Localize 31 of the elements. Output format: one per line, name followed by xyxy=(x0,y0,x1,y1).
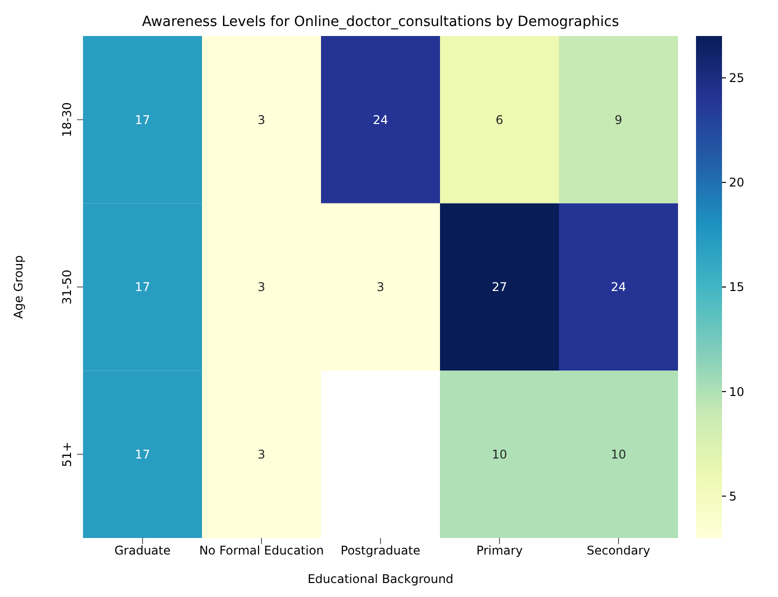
data-label: 24 xyxy=(372,112,388,127)
x-tick-label: Graduate xyxy=(114,544,171,558)
colorbar: 5 10 15 20 25 xyxy=(696,8,770,593)
data-label: 3 xyxy=(258,280,266,294)
data-label: 24 xyxy=(610,280,626,294)
chart-title: Awareness Levels for Online_doctor_consultations by Demographics xyxy=(140,14,620,30)
x-tick-label: Primary xyxy=(476,544,523,558)
data-label: 3 xyxy=(258,112,266,127)
data-label: 27 xyxy=(492,280,508,294)
x-tick-label: Postgraduate xyxy=(340,544,420,558)
x-tick-label: No Formal Education xyxy=(199,544,324,558)
data-label: 3 xyxy=(258,448,266,462)
data-label: 10 xyxy=(610,448,626,462)
color-bar-label: 20 xyxy=(729,176,744,190)
color-bar-label: 10 xyxy=(729,384,744,399)
y-axis-title: Age Group xyxy=(11,255,26,319)
y-tick-label: 18-30 xyxy=(60,102,74,138)
color-bar-label: 5 xyxy=(729,489,737,504)
data-label: 3 xyxy=(376,280,384,294)
x-tick-label: Secondary xyxy=(586,544,650,558)
data-label: 17 xyxy=(134,448,150,462)
data-label: 6 xyxy=(496,112,504,127)
y-tick-label: 31-50 xyxy=(60,270,74,304)
y-tick-label: 51+ xyxy=(60,442,74,467)
data-label: 17 xyxy=(134,280,150,294)
data-label: 17 xyxy=(134,112,150,127)
data-label: 9 xyxy=(614,112,622,127)
data-label: 10 xyxy=(492,448,508,462)
color-bar-label: 25 xyxy=(729,71,744,86)
color-bar-label: 15 xyxy=(729,280,744,294)
x-axis-title: Educational Background xyxy=(308,572,454,586)
